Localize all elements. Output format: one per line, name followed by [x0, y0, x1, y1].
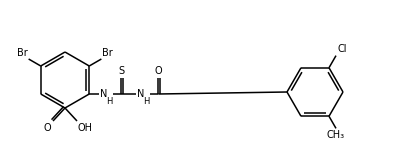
Text: N: N [100, 89, 107, 99]
Text: H: H [143, 97, 149, 106]
Text: Br: Br [17, 48, 28, 58]
Text: O: O [43, 123, 51, 133]
Text: N: N [137, 89, 144, 99]
Text: Br: Br [102, 48, 113, 58]
Text: O: O [154, 66, 162, 76]
Text: Cl: Cl [337, 44, 347, 54]
Text: CH₃: CH₃ [326, 130, 344, 140]
Text: H: H [106, 97, 112, 106]
Text: OH: OH [78, 123, 93, 133]
Text: S: S [118, 66, 124, 76]
